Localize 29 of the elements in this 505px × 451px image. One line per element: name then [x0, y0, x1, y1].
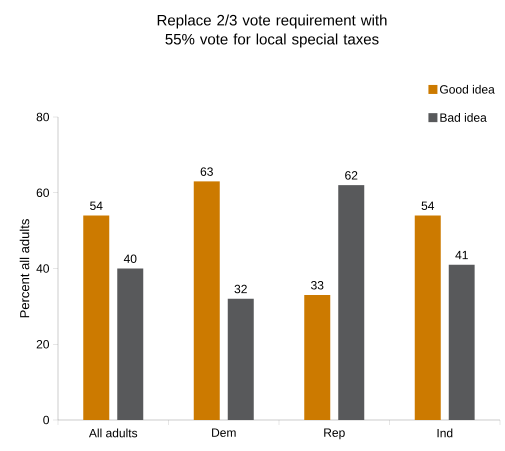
data-label: 40 [124, 254, 136, 263]
data-label: 33 [311, 280, 324, 290]
x-tick-label: All adults [88, 428, 138, 438]
y-axis-title: Percent all adults [20, 219, 30, 318]
bar [194, 181, 220, 420]
data-label: 54 [90, 202, 103, 210]
y-tick-label: 20 [36, 340, 50, 348]
legend-label: Good idea [440, 84, 495, 94]
x-tick-label: Dem [212, 428, 236, 437]
bar [338, 185, 364, 420]
y-tick-label: 80 [36, 112, 50, 122]
y-tick-label: 0 [43, 416, 50, 424]
data-label: 54 [422, 202, 434, 210]
bar [414, 215, 441, 420]
data-label: 63 [200, 167, 213, 176]
data-label: 41 [455, 250, 468, 260]
bar [304, 295, 330, 420]
y-tick-label: 40 [36, 264, 50, 273]
y-tick-label: 60 [36, 188, 50, 197]
legend-label: Bad idea [440, 113, 487, 122]
bar [83, 215, 110, 420]
bar [448, 264, 475, 420]
bar [117, 268, 144, 420]
data-label: 62 [345, 171, 358, 180]
chart-title: Replace 2/3 vote requirement with 55% vote for local special taxes [158, 14, 386, 48]
bar [228, 298, 254, 420]
x-tick-label: Rep [324, 428, 345, 440]
data-label: 32 [234, 284, 247, 294]
x-tick-label: Ind [438, 428, 452, 438]
